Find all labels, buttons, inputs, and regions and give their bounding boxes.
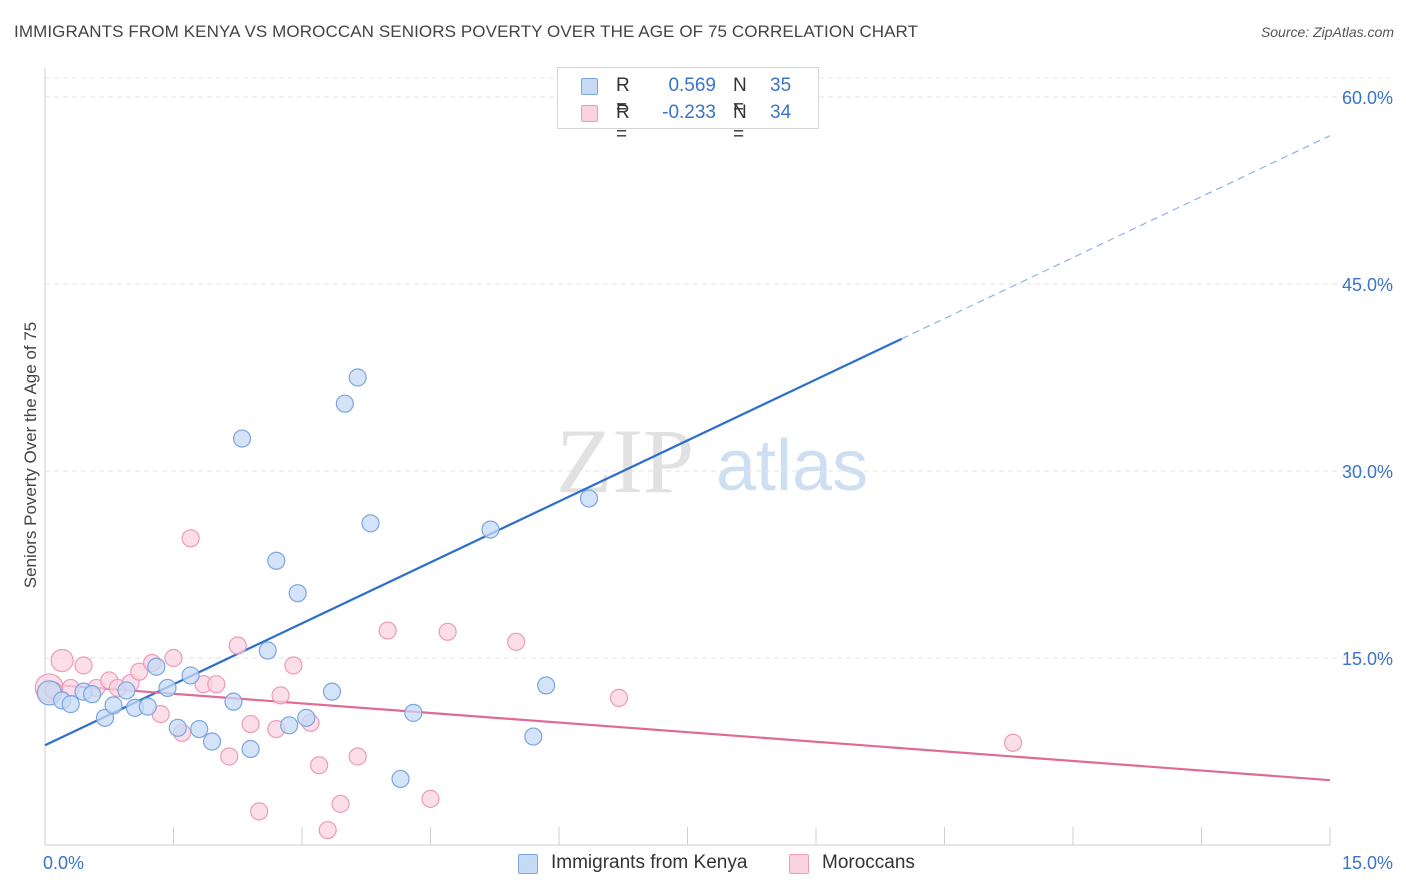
kenya-point [190, 719, 209, 739]
legend-label: Moroccans [822, 852, 915, 873]
kenya-point [335, 394, 354, 413]
moroccans-swatch [789, 854, 809, 874]
moroccan-point [507, 632, 526, 651]
moroccan-point [207, 675, 226, 694]
kenya-point [524, 727, 543, 746]
kenya-point [241, 739, 260, 759]
y-tick-label: 30.0% [1342, 462, 1393, 482]
moroccan-trend-line [44, 683, 1331, 782]
kenya-trend-extension [901, 135, 1331, 340]
moroccan-point [220, 747, 239, 766]
r-label: R = [616, 75, 630, 118]
kenya-point [138, 697, 157, 716]
kenya-point [117, 681, 136, 700]
kenya-point [104, 696, 123, 715]
kenya-point [297, 708, 316, 727]
kenya-swatch [518, 854, 538, 874]
kenya-point [267, 551, 286, 570]
moroccan-point [378, 621, 397, 640]
moroccan-point [284, 656, 303, 675]
kenya-point [537, 676, 556, 695]
kenya-point [83, 685, 102, 704]
moroccan-point [438, 622, 457, 641]
kenya-point [391, 769, 410, 789]
source-label: Source: ZipAtlas.com [1260, 24, 1394, 40]
moroccan-point [241, 714, 260, 734]
n-label: N = [733, 102, 747, 145]
kenya-point [61, 695, 80, 714]
data-points [34, 92, 1023, 840]
moroccans-swatch [581, 105, 598, 122]
moroccan-point [130, 662, 149, 681]
moroccan-point [271, 686, 290, 705]
legend-label: Immigrants from Kenya [551, 852, 748, 873]
y-tick-label: 15.0% [1342, 649, 1393, 669]
x-tick-label: 15.0% [1342, 853, 1393, 873]
series-legend: Immigrants from Kenya Moroccans [0, 852, 1406, 878]
kenya-point [481, 520, 500, 539]
n-label: N = [733, 75, 747, 118]
kenya-point [168, 718, 187, 737]
kenya-point [348, 368, 367, 387]
moroccan-point [331, 794, 350, 813]
r-label: R = [616, 102, 630, 145]
kenya-point [258, 641, 277, 660]
stats-legend: R = 0.569 N = 35 R = -0.233 N = 34 [557, 67, 819, 145]
y-tick-label: 45.0% [1342, 275, 1393, 295]
y-tick-label: 60.0% [1342, 88, 1393, 108]
kenya-point [579, 489, 599, 508]
moroccan-point [310, 756, 329, 775]
kenya-point [158, 678, 177, 698]
n-value: 34 [770, 102, 792, 123]
kenya-swatch [581, 78, 598, 95]
chart-title: IMMIGRANTS FROM KENYA VS MOROCCAN SENIOR… [14, 22, 919, 41]
x-tick-label: 0.0% [43, 853, 84, 873]
moroccan-point [164, 648, 183, 668]
moroccan-point [74, 656, 93, 675]
kenya-point [181, 666, 200, 685]
kenya-point [280, 716, 299, 735]
kenya-point [361, 514, 380, 533]
watermark-atlas: atlas [716, 426, 868, 506]
kenya-point [404, 703, 423, 722]
moroccan-point [50, 648, 74, 673]
grid [45, 77, 1395, 659]
kenya-point [147, 657, 166, 676]
axes [44, 68, 1331, 846]
moroccan-point [1003, 733, 1023, 752]
watermark: ZIP atlas [556, 410, 868, 512]
n-value: 35 [770, 75, 792, 96]
moroccan-point [181, 529, 200, 548]
moroccan-point [228, 636, 247, 655]
kenya-point [202, 732, 222, 751]
moroccan-point [250, 802, 269, 821]
moroccan-point [318, 820, 337, 840]
axis-labels: 15.0% 30.0% 45.0% 60.0% 0.0% 15.0% Seniors Pov… [21, 88, 1393, 873]
kenya-point [95, 708, 115, 727]
moroccan-point [609, 688, 629, 707]
y-axis-title: Seniors Poverty Over the Age of 75 [21, 322, 40, 588]
kenya-point [288, 584, 307, 603]
moroccan-point [348, 747, 367, 766]
kenya-point [322, 682, 342, 701]
r-value: 0.569 [668, 75, 716, 96]
moroccan-point [421, 789, 440, 808]
kenya-point [224, 692, 243, 711]
r-value: -0.233 [662, 102, 716, 123]
watermark-zip: ZIP [556, 410, 694, 512]
kenya-point [232, 429, 252, 448]
